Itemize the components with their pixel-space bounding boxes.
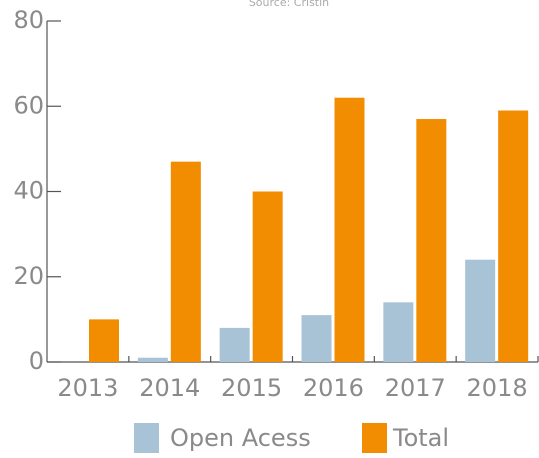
bar bbox=[498, 110, 529, 362]
bar bbox=[219, 327, 250, 362]
x-tick-label: 2017 bbox=[385, 374, 446, 402]
x-tick-label: 2015 bbox=[221, 374, 282, 402]
y-tick-label: 0 bbox=[29, 347, 44, 375]
bar bbox=[301, 315, 332, 362]
bar bbox=[252, 191, 283, 362]
legend-label: Total bbox=[392, 424, 449, 452]
legend-swatch bbox=[134, 423, 159, 453]
bar bbox=[465, 259, 496, 362]
bar bbox=[383, 302, 414, 362]
bar bbox=[416, 119, 447, 362]
x-tick-label: 2013 bbox=[57, 374, 118, 402]
bar bbox=[137, 357, 168, 362]
y-tick-label: 40 bbox=[13, 177, 44, 205]
y-tick-label: 60 bbox=[13, 91, 44, 119]
bar bbox=[89, 319, 119, 362]
legend-swatch bbox=[362, 423, 387, 453]
legend-label: Open Acess bbox=[170, 424, 311, 452]
x-tick-label: 2014 bbox=[139, 374, 200, 402]
bar bbox=[334, 97, 365, 362]
y-tick-label: 20 bbox=[13, 262, 44, 290]
x-tick-label: 2016 bbox=[303, 374, 364, 402]
y-tick-label: 80 bbox=[13, 6, 44, 34]
x-tick-label: 2018 bbox=[467, 374, 528, 402]
chart-subtitle: Source: Cristin bbox=[249, 0, 329, 9]
bar bbox=[170, 161, 201, 362]
